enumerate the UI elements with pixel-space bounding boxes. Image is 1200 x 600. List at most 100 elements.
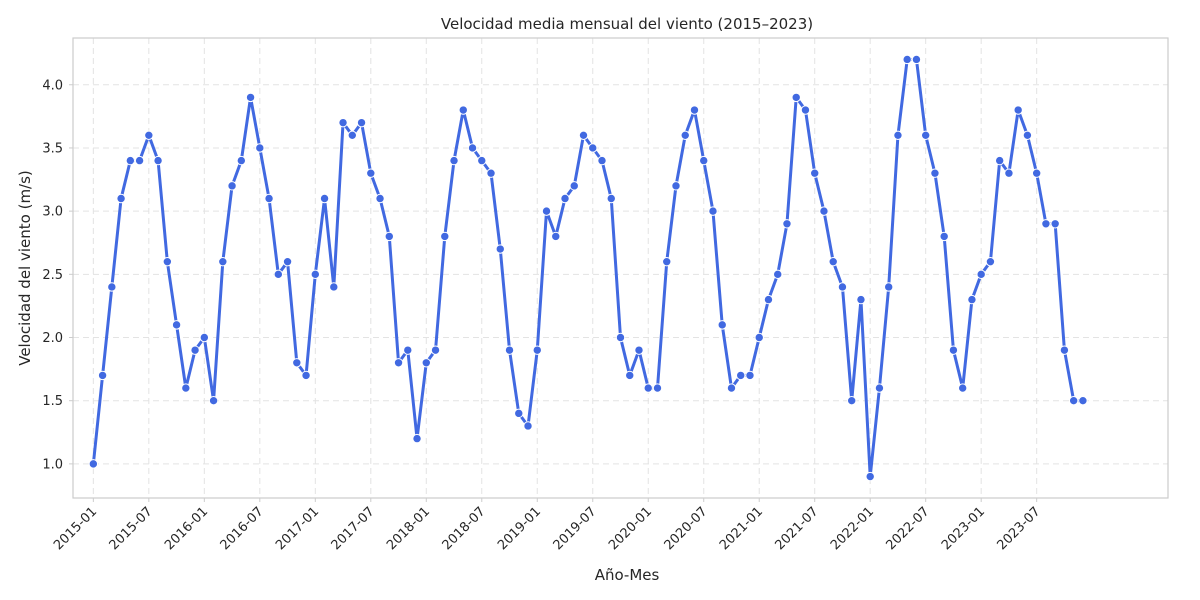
x-tick-label: 2022-01 xyxy=(828,504,877,553)
data-point xyxy=(88,459,99,469)
data-point xyxy=(245,92,256,103)
data-point xyxy=(985,256,996,267)
data-point xyxy=(208,395,219,406)
data-point xyxy=(477,155,487,166)
data-point xyxy=(282,256,293,267)
data-point xyxy=(643,383,653,393)
data-point xyxy=(134,155,145,166)
data-point xyxy=(449,155,459,166)
data-point xyxy=(255,143,265,153)
data-point xyxy=(403,345,413,355)
data-point xyxy=(495,244,505,254)
data-point xyxy=(190,345,200,355)
y-tick-label: 1.0 xyxy=(42,457,63,472)
x-tick-label: 2018-01 xyxy=(384,504,433,553)
x-tick-label: 2023-01 xyxy=(939,504,988,553)
data-point xyxy=(440,231,450,242)
data-point xyxy=(1078,395,1088,406)
data-point xyxy=(819,206,829,216)
data-point xyxy=(504,345,515,355)
data-point xyxy=(227,181,237,191)
data-point xyxy=(366,168,376,178)
data-point xyxy=(356,117,367,128)
data-point xyxy=(939,231,949,242)
data-point xyxy=(301,370,311,381)
data-point xyxy=(458,105,468,115)
data-point xyxy=(726,383,737,393)
data-point xyxy=(615,332,626,343)
data-point xyxy=(421,358,431,368)
data-point xyxy=(1059,345,1070,355)
data-point xyxy=(560,193,570,204)
x-tick-label: 2021-01 xyxy=(717,504,766,553)
data-point xyxy=(1041,219,1051,229)
data-point xyxy=(97,370,108,381)
data-point xyxy=(634,345,644,355)
grid-layer xyxy=(73,38,1168,498)
y-axis: 1.0 1.5 2.0 2.5 3.0 3.5 4.0 xyxy=(42,78,73,472)
data-point xyxy=(893,130,903,141)
y-tick-label: 2.0 xyxy=(42,331,63,346)
data-point xyxy=(116,193,126,204)
series-layer xyxy=(88,54,1088,482)
y-axis-label: Velocidad del viento (m/s) xyxy=(16,170,34,366)
chart-title: Velocidad media mensual del viento (2015… xyxy=(441,15,813,33)
x-tick-label: 2016-01 xyxy=(162,504,211,553)
x-tick-label: 2017-01 xyxy=(273,504,322,553)
data-point xyxy=(375,193,385,204)
data-point xyxy=(329,282,339,292)
data-point xyxy=(199,332,210,343)
data-point xyxy=(310,269,321,280)
data-point xyxy=(569,181,579,191)
data-point xyxy=(1004,168,1014,178)
data-point xyxy=(264,193,274,204)
x-tick-label: 2022-07 xyxy=(884,504,933,553)
x-tick-label: 2023-07 xyxy=(994,504,1043,553)
data-point xyxy=(218,256,228,267)
x-tick-label: 2015-01 xyxy=(51,504,100,553)
data-point xyxy=(699,155,709,166)
x-tick-label: 2016-07 xyxy=(218,504,267,553)
x-tick-label: 2015-07 xyxy=(107,504,156,553)
y-tick-label: 4.0 xyxy=(42,78,63,93)
x-tick-label: 2018-07 xyxy=(440,504,489,553)
data-point xyxy=(810,168,820,178)
data-point xyxy=(865,471,875,482)
data-point xyxy=(430,345,441,355)
data-point xyxy=(384,231,394,242)
data-point xyxy=(606,193,616,204)
data-point xyxy=(467,143,478,153)
data-point xyxy=(930,168,940,178)
data-point xyxy=(1013,105,1023,115)
data-point xyxy=(920,130,931,141)
data-point xyxy=(523,421,533,431)
data-point xyxy=(171,320,182,330)
data-point xyxy=(791,92,801,103)
data-point xyxy=(1031,168,1042,178)
data-point xyxy=(884,282,894,292)
data-point xyxy=(107,282,117,292)
x-axis: 2015-01 2015-07 2016-01 2016-07 2017-01 2017-… xyxy=(51,498,1044,553)
data-point xyxy=(856,294,866,305)
x-tick-label: 2020-01 xyxy=(606,504,655,553)
data-point xyxy=(597,155,607,166)
x-axis-label: Año-Mes xyxy=(595,566,660,584)
y-tick-label: 1.5 xyxy=(42,394,63,409)
data-point xyxy=(754,332,764,343)
data-point xyxy=(736,370,746,381)
data-point xyxy=(578,130,589,141)
data-point xyxy=(837,282,848,292)
data-point xyxy=(782,219,792,229)
x-tick-label: 2019-07 xyxy=(551,504,600,553)
data-point xyxy=(652,383,663,393)
data-point xyxy=(662,256,672,267)
x-tick-label: 2017-07 xyxy=(329,504,378,553)
y-tick-label: 3.0 xyxy=(42,205,63,220)
data-point xyxy=(181,383,191,393)
data-point xyxy=(847,395,857,406)
data-point xyxy=(800,105,811,115)
data-point xyxy=(486,168,496,178)
data-point xyxy=(708,206,718,216)
x-tick-label: 2019-01 xyxy=(495,504,544,553)
